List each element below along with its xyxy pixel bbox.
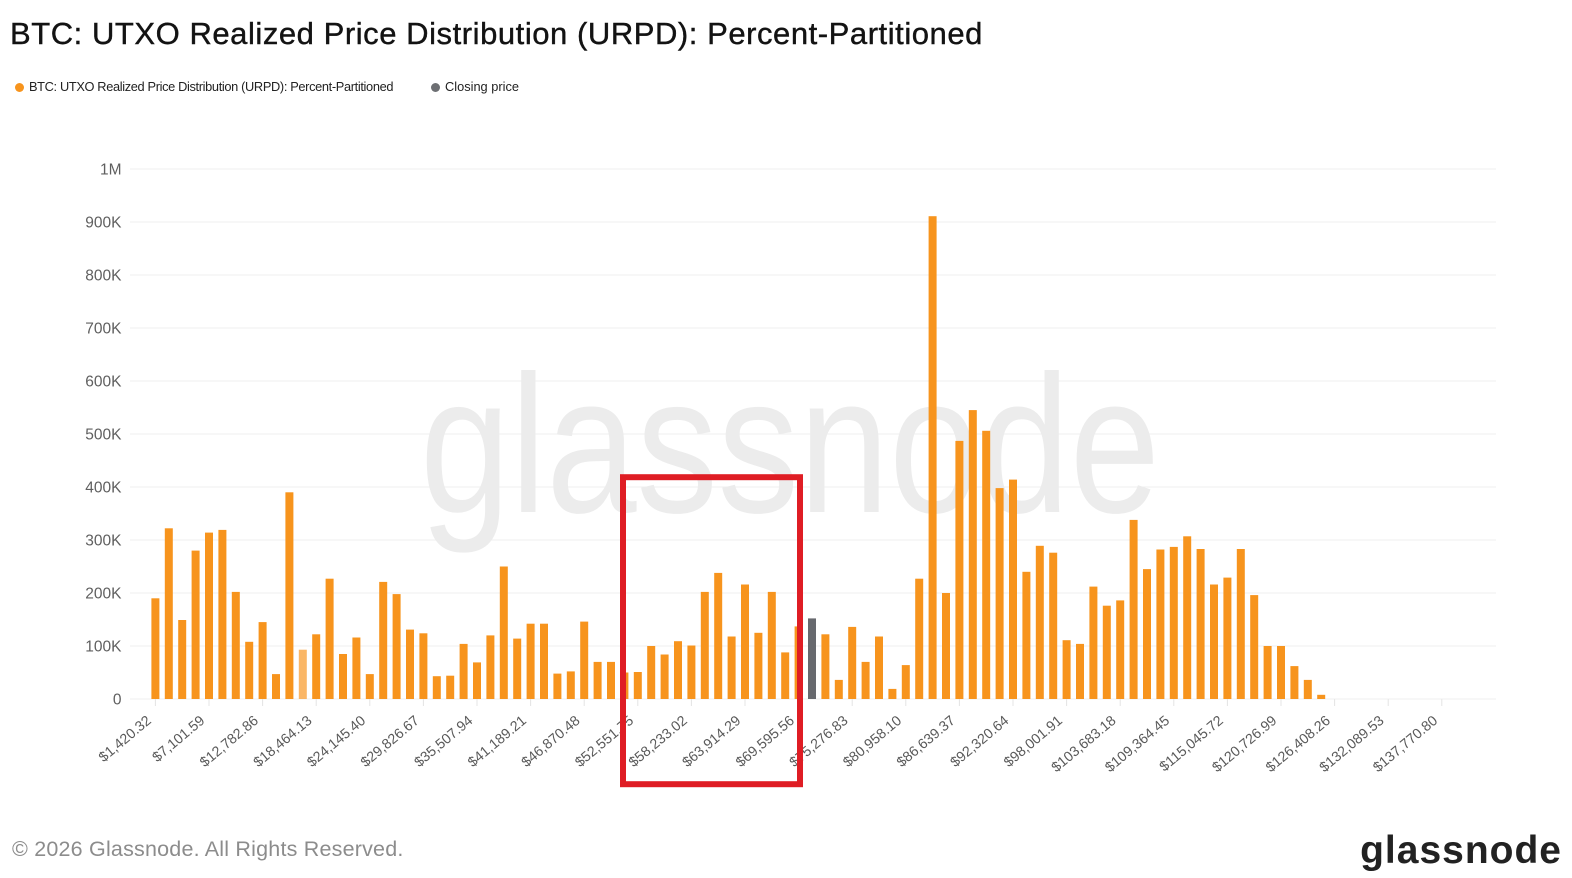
svg-text:$92,320.64: $92,320.64 <box>947 713 1012 771</box>
svg-text:$35,507.94: $35,507.94 <box>411 713 476 771</box>
svg-text:$63,914.29: $63,914.29 <box>679 713 744 771</box>
svg-text:$46,870.48: $46,870.48 <box>519 713 584 771</box>
svg-text:$12,782.86: $12,782.86 <box>197 713 262 771</box>
svg-text:glassnode: glassnode <box>420 335 1160 554</box>
svg-text:$24,145.40: $24,145.40 <box>304 713 369 771</box>
svg-text:400K: 400K <box>85 480 122 497</box>
svg-text:200K: 200K <box>85 586 122 603</box>
svg-text:$52,551.75: $52,551.75 <box>572 713 637 771</box>
svg-text:600K: 600K <box>85 374 122 391</box>
svg-text:100K: 100K <box>85 639 122 656</box>
svg-text:$58,233.02: $58,233.02 <box>626 713 691 771</box>
svg-text:$75,276.83: $75,276.83 <box>787 713 852 771</box>
svg-text:$1,420.32: $1,420.32 <box>96 713 155 766</box>
svg-text:$18,464.13: $18,464.13 <box>251 713 316 771</box>
svg-text:800K: 800K <box>85 268 122 285</box>
svg-text:$86,639.37: $86,639.37 <box>894 713 959 771</box>
svg-text:$80,958.10: $80,958.10 <box>840 713 905 771</box>
svg-text:$69,595.56: $69,595.56 <box>733 713 798 771</box>
svg-text:900K: 900K <box>85 215 122 232</box>
svg-text:0: 0 <box>113 692 122 709</box>
svg-text:300K: 300K <box>85 533 122 550</box>
svg-text:1M: 1M <box>100 162 122 179</box>
svg-text:$29,826.67: $29,826.67 <box>358 713 423 771</box>
svg-text:700K: 700K <box>85 321 122 338</box>
svg-text:500K: 500K <box>85 427 122 444</box>
svg-text:$41,189.21: $41,189.21 <box>465 713 530 771</box>
